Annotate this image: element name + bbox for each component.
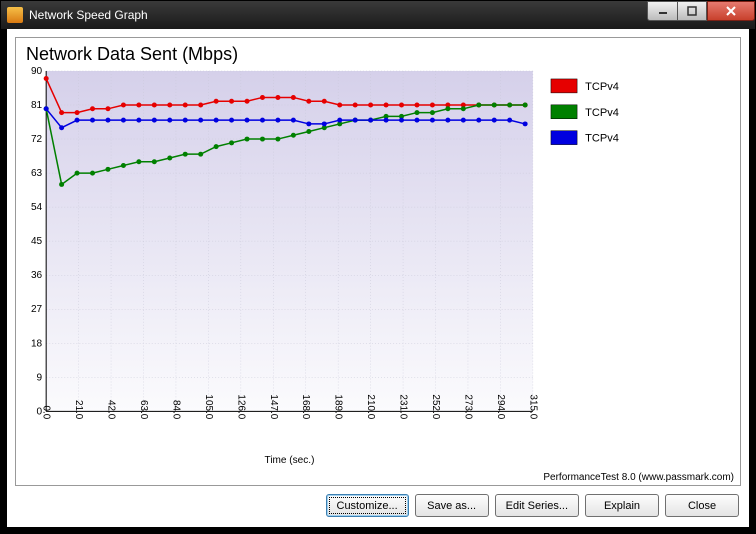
svg-text:TCPv4: TCPv4 (585, 133, 619, 145)
chart-area: 091827364554637281900.021.042.063.084.01… (16, 67, 740, 485)
svg-text:9: 9 (37, 372, 43, 383)
svg-text:21.0: 21.0 (73, 400, 84, 420)
chart-panel: Network Data Sent (Mbps) 091827364554637… (15, 37, 741, 486)
titlebar[interactable]: Network Speed Graph (1, 1, 755, 29)
close-button[interactable] (707, 1, 755, 21)
svg-text:81: 81 (31, 100, 43, 111)
svg-text:105.0: 105.0 (203, 394, 214, 419)
svg-text:168.0: 168.0 (300, 394, 311, 419)
close-icon (725, 5, 737, 17)
button-row: Customize... Save as... Edit Series... E… (15, 486, 741, 519)
svg-text:147.0: 147.0 (268, 394, 279, 419)
client-area: Network Data Sent (Mbps) 091827364554637… (1, 29, 755, 533)
svg-text:54: 54 (31, 202, 43, 213)
svg-text:252.0: 252.0 (430, 394, 441, 419)
svg-text:42.0: 42.0 (106, 400, 117, 420)
svg-text:84.0: 84.0 (170, 400, 181, 420)
svg-text:TCPv4: TCPv4 (585, 107, 619, 119)
svg-text:231.0: 231.0 (398, 394, 409, 419)
svg-text:273.0: 273.0 (462, 394, 473, 419)
edit-series-button[interactable]: Edit Series... (495, 494, 579, 517)
save-as-button[interactable]: Save as... (415, 494, 489, 517)
window-title: Network Speed Graph (29, 8, 148, 22)
svg-text:210.0: 210.0 (365, 394, 376, 419)
svg-text:18: 18 (31, 338, 43, 349)
window-frame: Network Speed Graph Network Data Sent (M… (0, 0, 756, 534)
maximize-button[interactable] (677, 1, 707, 21)
footer-text: PerformanceTest 8.0 (www.passmark.com) (543, 472, 734, 483)
customize-button[interactable]: Customize... (326, 494, 409, 517)
svg-text:TCPv4: TCPv4 (585, 81, 619, 93)
close-dialog-button[interactable]: Close (665, 494, 739, 517)
svg-text:63: 63 (31, 168, 43, 179)
chart-svg: 091827364554637281900.021.042.063.084.01… (16, 67, 740, 485)
svg-text:36: 36 (31, 270, 43, 281)
svg-text:72: 72 (31, 134, 43, 145)
explain-button[interactable]: Explain (585, 494, 659, 517)
app-icon (7, 7, 23, 23)
chart-title: Network Data Sent (Mbps) (16, 38, 740, 67)
svg-text:0.0: 0.0 (41, 405, 52, 419)
svg-text:315.0: 315.0 (527, 394, 538, 419)
svg-text:Time (sec.): Time (sec.) (265, 455, 315, 466)
svg-text:63.0: 63.0 (138, 400, 149, 420)
maximize-icon (687, 6, 697, 16)
svg-text:45: 45 (31, 236, 43, 247)
window-controls (647, 1, 755, 21)
minimize-icon (658, 6, 668, 16)
svg-text:27: 27 (31, 304, 43, 315)
svg-text:189.0: 189.0 (333, 394, 344, 419)
svg-text:126.0: 126.0 (235, 394, 246, 419)
svg-text:294.0: 294.0 (495, 394, 506, 419)
svg-text:90: 90 (31, 67, 43, 77)
minimize-button[interactable] (647, 1, 677, 21)
